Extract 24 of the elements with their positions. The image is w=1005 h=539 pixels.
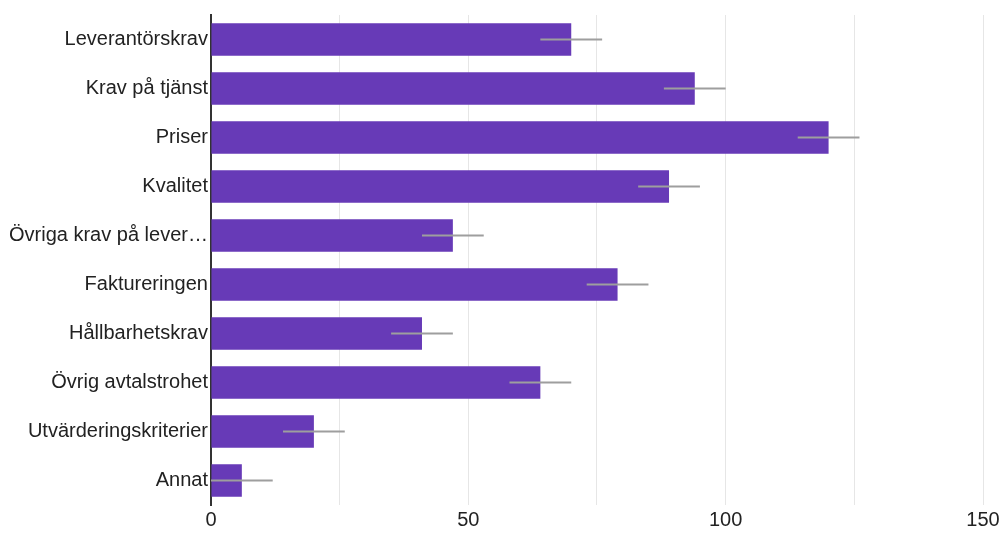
bar (211, 268, 618, 301)
y-tick-label: Krav på tjänst (85, 76, 209, 99)
y-tick-label: Övrig avtalstrohet (51, 370, 209, 393)
bar (211, 415, 314, 448)
x-tick-label: 150 (966, 507, 1000, 530)
y-tick-label: Hållbarhetskrav (69, 321, 208, 344)
bar (211, 23, 572, 56)
y-tick-label: Utvärderingskriterier (27, 419, 209, 442)
y-tick-label: Leverantörskrav (64, 27, 208, 50)
bar (211, 366, 541, 399)
bar (211, 317, 422, 350)
y-tick-label: Övriga krav på lever… (8, 223, 208, 246)
y-tick-label: Annat (155, 468, 209, 491)
bar (211, 170, 670, 203)
bar (211, 464, 242, 497)
y-tick-label: Kvalitet (142, 174, 209, 197)
x-tick-label: 100 (708, 507, 743, 530)
x-tick-label: 50 (457, 507, 480, 530)
x-tick-label: 0 (205, 507, 217, 530)
y-tick-label: Priser (155, 125, 209, 148)
y-tick-label: Faktureringen (84, 272, 208, 295)
bar (211, 72, 695, 105)
bar (211, 219, 453, 252)
bar (211, 121, 829, 154)
